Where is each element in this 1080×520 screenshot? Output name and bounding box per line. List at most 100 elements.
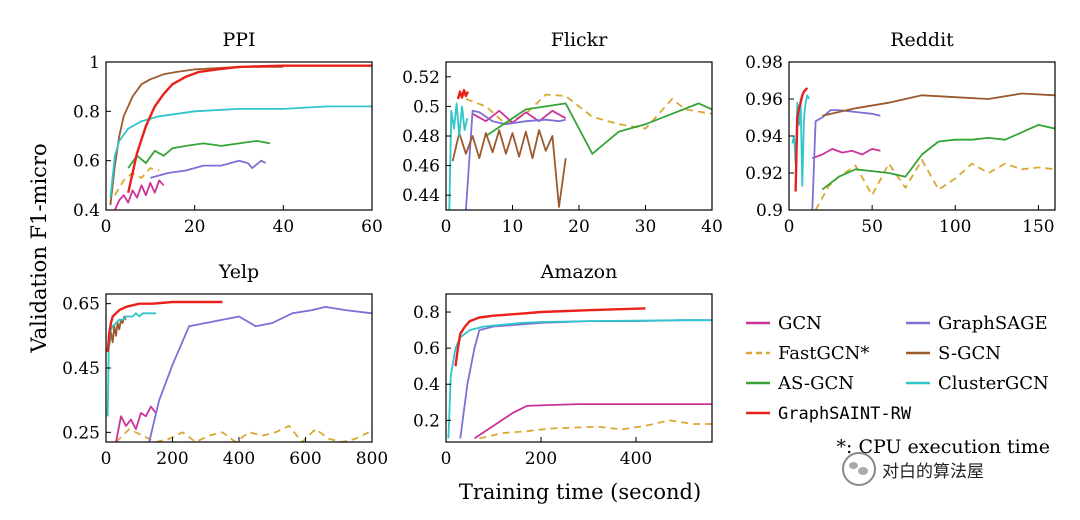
series-line-s-gcn	[822, 92, 1055, 117]
x-tick-label: 50	[861, 217, 883, 237]
x-tick-label: 60	[361, 217, 383, 237]
y-tick-label: 0.6	[73, 152, 100, 172]
series-group	[109, 64, 372, 210]
series-line-gcn	[114, 179, 165, 210]
y-tick-label: 0.46	[402, 157, 440, 177]
series-group	[447, 307, 712, 440]
series-line-as-gcn	[485, 102, 712, 155]
y-tick-label: 0.4	[73, 201, 100, 221]
legend-label: GCN	[778, 313, 822, 334]
x-tick-label: 200	[525, 449, 557, 469]
series-line-graphsage	[150, 159, 267, 179]
series-line-gcn	[474, 403, 712, 440]
x-tick-label: 40	[701, 217, 723, 237]
plot-frame	[445, 293, 713, 443]
legend-item-s-gcn: S-GCN	[906, 343, 1001, 364]
series-group	[791, 87, 1055, 210]
x-tick-label: 0	[101, 449, 112, 469]
x-tick-label: 150	[1022, 217, 1054, 237]
x-tick-label: 400	[223, 449, 255, 469]
series-line-graphsaint-rw	[127, 64, 372, 193]
series-line-fastgcn	[115, 424, 370, 442]
series-line-fastgcn	[465, 93, 712, 130]
x-tick-label: 10	[502, 217, 524, 237]
chart-flickr: Flickr 0 10 20 30 40 0.44 0.46 0.48 0.5 0.52	[402, 29, 723, 237]
y-tick-label: 0.98	[745, 53, 783, 73]
legend-label: AS-GCN	[777, 373, 854, 394]
series-line-graphsage	[148, 305, 372, 442]
x-tick-label: 30	[635, 217, 657, 237]
legend-item-gcn: GCN	[746, 313, 822, 334]
series-line-graphsaint-rw	[454, 307, 646, 367]
y-tick-label: 0.92	[745, 164, 783, 184]
y-tick-label: 0.94	[745, 127, 783, 147]
x-tick-label: 40	[273, 217, 295, 237]
y-tick-label: 0.96	[745, 90, 783, 110]
wechat-icon	[842, 452, 876, 486]
x-tick-label: 0	[101, 217, 112, 237]
legend-item-graphsage: GraphSAGE	[906, 313, 1048, 334]
series-line-graphsaint-rw	[106, 300, 223, 352]
y-tick-label: 0.5	[413, 97, 440, 117]
legend-item-clustergcn: ClusterGCN	[906, 373, 1049, 394]
legend-label: ClusterGCN	[938, 373, 1049, 394]
series-line-clustergcn	[791, 94, 810, 187]
series-line-fastgcn	[814, 159, 1055, 210]
legend-label: FastGCN*	[778, 343, 869, 364]
chart-yelp: Yelp 0 200 400 600 800 0.25 0.45 0.65	[62, 261, 388, 469]
x-tick-label: 200	[156, 449, 188, 469]
footnote: *: CPU execution time	[837, 436, 1050, 458]
series-line-s-gcn	[451, 129, 567, 208]
y-tick-label: 0.48	[402, 127, 440, 147]
chart-title: Flickr	[551, 29, 608, 51]
chart-amazon: Amazon 0 200 400 0.2 0.4 0.6 0.8	[413, 261, 713, 469]
series-line-as-gcn	[127, 139, 271, 169]
y-tick-label: 0.45	[62, 359, 100, 379]
x-tick-label: 0	[784, 217, 795, 237]
x-tick-label: 600	[289, 449, 321, 469]
series-line-graphsaint-rw	[794, 87, 809, 192]
y-tick-label: 0.8	[73, 102, 100, 122]
series-line-clustergcn	[447, 319, 712, 439]
legend-label: S-GCN	[938, 343, 1001, 364]
x-tick-label: 100	[939, 217, 971, 237]
chart-title: Reddit	[890, 29, 954, 51]
x-tick-label: 800	[356, 449, 388, 469]
y-tick-label: 0.52	[402, 68, 440, 88]
y-tick-label: 0.4	[413, 375, 440, 395]
series-line-s-gcn	[108, 315, 127, 346]
series-line-gcn	[811, 147, 881, 160]
watermark: 对白的算法屋	[842, 452, 984, 486]
y-tick-label: 1	[89, 53, 100, 73]
series-group	[106, 300, 372, 442]
y-tick-label: 0.44	[402, 186, 440, 206]
x-tick-label: 0	[441, 449, 452, 469]
x-tick-label: 0	[441, 217, 452, 237]
series-line-graphsage	[811, 109, 881, 210]
series-line-clustergcn	[448, 102, 469, 210]
x-axis-label: Training time (second)	[459, 480, 701, 504]
series-group	[448, 88, 712, 210]
y-tick-label: 0.25	[62, 423, 100, 443]
chart-ppi: PPI 0 20 40 60 0.4 0.6 0.8 1	[73, 29, 383, 237]
chart-title: PPI	[222, 29, 255, 51]
chart-title: Yelp	[218, 261, 259, 283]
y-tick-label: 0.6	[413, 339, 440, 359]
series-line-gcn	[115, 405, 157, 442]
y-axis-label: Validation F1-micro	[27, 143, 51, 353]
legend-label: GraphSAINT-RW	[778, 404, 912, 424]
watermark-text: 对白的算法屋	[882, 461, 984, 482]
y-tick-label: 0.9	[756, 201, 783, 221]
legend-item-graphsaint-rw: GraphSAINT-RW	[746, 404, 912, 424]
series-line-gcn	[472, 109, 567, 124]
legend-item-as-gcn: AS-GCN	[746, 373, 854, 394]
series-line-fastgcn	[479, 419, 712, 440]
y-tick-label: 0.2	[413, 411, 440, 431]
plot-frame	[105, 61, 373, 211]
y-tick-label: 0.65	[62, 295, 100, 315]
series-line-clustergcn	[109, 105, 372, 198]
series-line-graphsage	[465, 109, 566, 210]
series-line-graphsaint-rw	[456, 88, 469, 100]
